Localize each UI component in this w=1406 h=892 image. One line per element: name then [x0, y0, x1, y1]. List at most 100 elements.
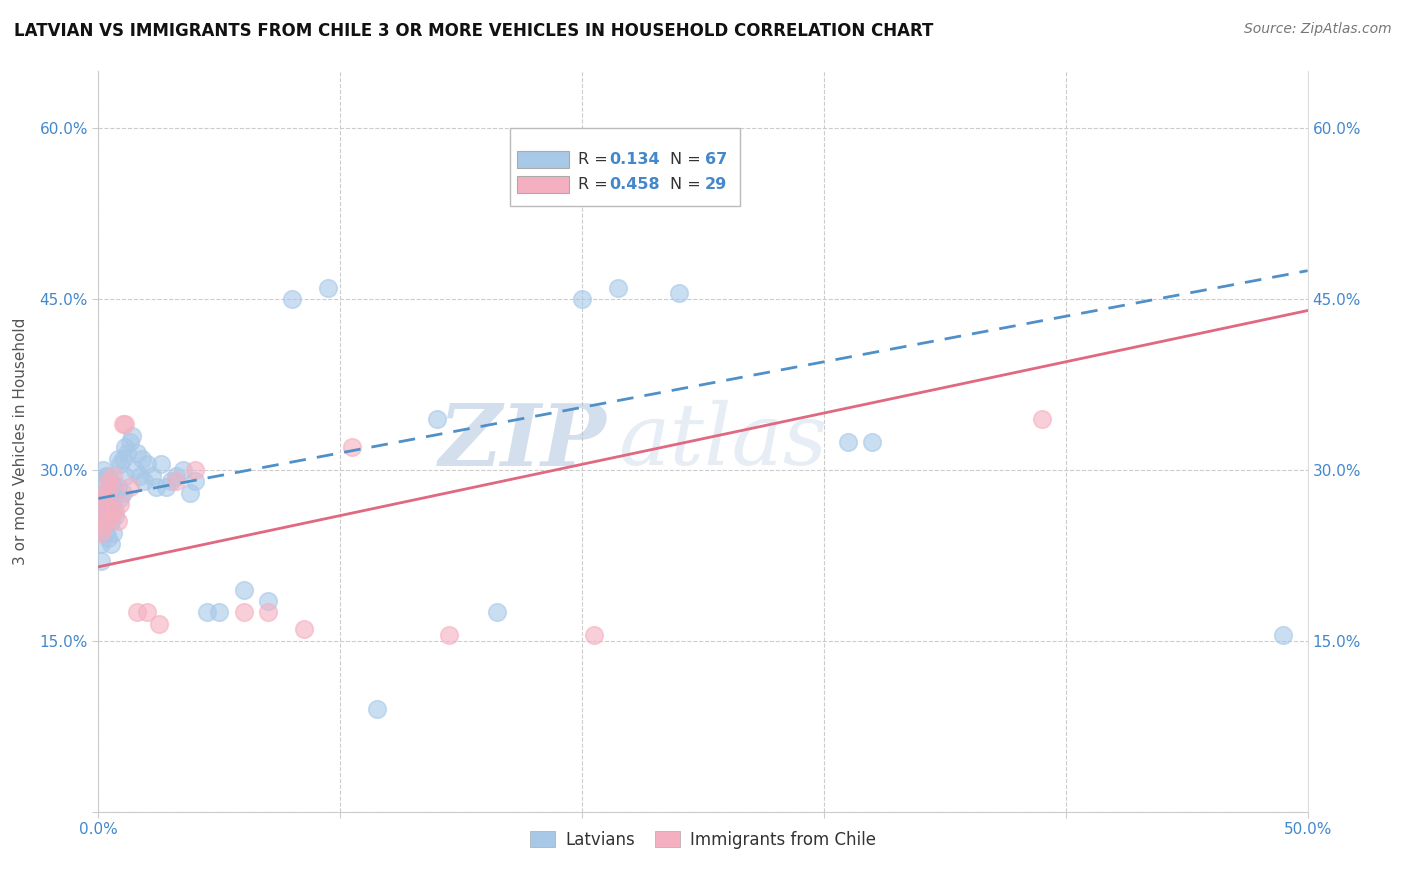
Point: [571, 292, 593, 306]
Point: [232, 606, 254, 620]
Point: [486, 606, 509, 620]
Point: [668, 286, 690, 301]
Text: LATVIAN VS IMMIGRANTS FROM CHILE 3 OR MORE VEHICLES IN HOUSEHOLD CORRELATION CHA: LATVIAN VS IMMIGRANTS FROM CHILE 3 OR MO…: [14, 22, 934, 40]
Point: [97, 468, 120, 483]
Point: [837, 434, 859, 449]
Text: 0.134: 0.134: [609, 152, 659, 167]
Point: [97, 491, 120, 506]
Point: [91, 463, 114, 477]
Text: N =: N =: [669, 152, 706, 167]
Point: [281, 292, 304, 306]
Point: [100, 480, 122, 494]
Point: [583, 628, 606, 642]
Point: [121, 429, 143, 443]
Point: [117, 446, 139, 460]
Point: [128, 468, 150, 483]
Point: [91, 485, 114, 500]
Text: atlas: atlas: [619, 401, 828, 483]
Point: [1272, 628, 1295, 642]
Point: [145, 480, 167, 494]
Point: [114, 440, 136, 454]
Point: [100, 475, 122, 489]
Point: [366, 702, 388, 716]
Point: [90, 497, 112, 511]
Point: [118, 480, 141, 494]
FancyBboxPatch shape: [517, 176, 569, 194]
Point: [426, 411, 449, 425]
Point: [127, 446, 149, 460]
Point: [111, 417, 134, 432]
Point: [108, 491, 131, 506]
Point: [342, 440, 364, 454]
Point: [134, 475, 156, 489]
Point: [232, 582, 254, 597]
Y-axis label: 3 or more Vehicles in Household: 3 or more Vehicles in Household: [14, 318, 28, 566]
Text: 0.458: 0.458: [609, 177, 659, 192]
Point: [90, 537, 112, 551]
Point: [114, 468, 136, 483]
Point: [101, 503, 124, 517]
Point: [118, 434, 141, 449]
Text: Source: ZipAtlas.com: Source: ZipAtlas.com: [1244, 22, 1392, 37]
Point: [90, 475, 112, 489]
Point: [316, 281, 339, 295]
Point: [141, 468, 163, 483]
Point: [256, 606, 278, 620]
Point: [108, 497, 131, 511]
Point: [195, 606, 218, 620]
Point: [97, 508, 120, 523]
Point: [184, 475, 207, 489]
Text: 67: 67: [704, 152, 727, 167]
Point: [160, 475, 183, 489]
Point: [172, 463, 194, 477]
Point: [607, 281, 630, 295]
Point: [256, 594, 278, 608]
Point: [90, 525, 112, 540]
Legend: Latvians, Immigrants from Chile: Latvians, Immigrants from Chile: [523, 824, 883, 855]
Point: [90, 514, 112, 528]
Point: [108, 458, 131, 472]
Point: [208, 606, 231, 620]
Point: [104, 508, 127, 523]
Point: [100, 497, 122, 511]
Point: [107, 451, 129, 466]
Point: [165, 475, 187, 489]
Point: [135, 606, 157, 620]
Point: [101, 480, 124, 494]
Point: [91, 491, 114, 506]
Point: [148, 616, 170, 631]
Point: [94, 468, 117, 483]
Point: [437, 628, 460, 642]
Point: [184, 463, 207, 477]
Point: [124, 463, 146, 477]
Text: ZIP: ZIP: [439, 400, 606, 483]
FancyBboxPatch shape: [510, 128, 740, 206]
Text: N =: N =: [669, 177, 706, 192]
Point: [90, 554, 112, 568]
Point: [104, 503, 127, 517]
Point: [97, 475, 120, 489]
Point: [107, 480, 129, 494]
Text: R =: R =: [578, 177, 613, 192]
Point: [292, 623, 315, 637]
Point: [97, 503, 120, 517]
Point: [111, 485, 134, 500]
Point: [97, 532, 120, 546]
Point: [179, 485, 201, 500]
Point: [111, 451, 134, 466]
Point: [100, 537, 122, 551]
Point: [94, 485, 117, 500]
Point: [100, 514, 122, 528]
Point: [91, 520, 114, 534]
Point: [91, 503, 114, 517]
Point: [94, 525, 117, 540]
Point: [114, 417, 136, 432]
Point: [90, 503, 112, 517]
Point: [131, 451, 153, 466]
Point: [150, 458, 173, 472]
Point: [101, 468, 124, 483]
Point: [860, 434, 883, 449]
FancyBboxPatch shape: [517, 151, 569, 168]
Point: [135, 458, 157, 472]
Point: [165, 468, 187, 483]
